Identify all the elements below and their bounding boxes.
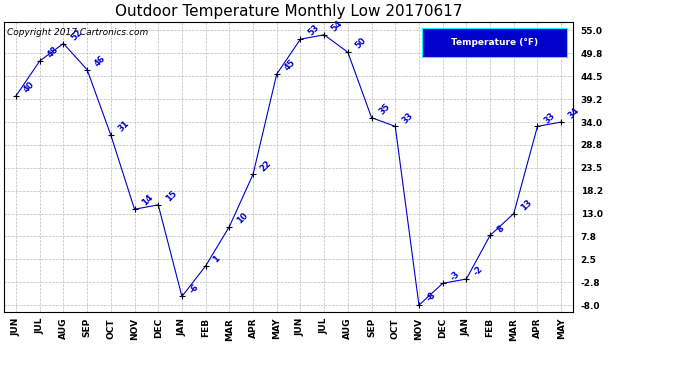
- Text: 33: 33: [401, 111, 415, 125]
- Text: 52: 52: [69, 27, 83, 42]
- Text: -2: -2: [472, 264, 485, 278]
- Text: 54: 54: [330, 19, 344, 33]
- Text: 22: 22: [259, 158, 273, 173]
- Text: 13: 13: [520, 198, 534, 212]
- Text: 35: 35: [377, 102, 392, 116]
- Text: 34: 34: [566, 106, 581, 121]
- Text: 46: 46: [92, 54, 108, 68]
- Text: 33: 33: [543, 111, 558, 125]
- Text: 53: 53: [306, 23, 321, 38]
- Text: 1: 1: [211, 254, 221, 264]
- Text: Copyright 2017 Cartronics.com: Copyright 2017 Cartronics.com: [7, 28, 148, 37]
- Text: 40: 40: [21, 80, 36, 94]
- Text: 14: 14: [140, 193, 155, 208]
- Text: 10: 10: [235, 211, 250, 225]
- Text: 45: 45: [282, 58, 297, 73]
- Text: 8: 8: [495, 224, 506, 234]
- Title: Outdoor Temperature Monthly Low 20170617: Outdoor Temperature Monthly Low 20170617: [115, 4, 462, 19]
- Text: 50: 50: [353, 36, 368, 51]
- Text: -8: -8: [424, 291, 437, 304]
- Text: 15: 15: [164, 189, 179, 204]
- Text: -6: -6: [188, 282, 201, 295]
- Text: 31: 31: [117, 119, 131, 134]
- Text: -3: -3: [448, 269, 461, 282]
- Text: 48: 48: [46, 45, 60, 60]
